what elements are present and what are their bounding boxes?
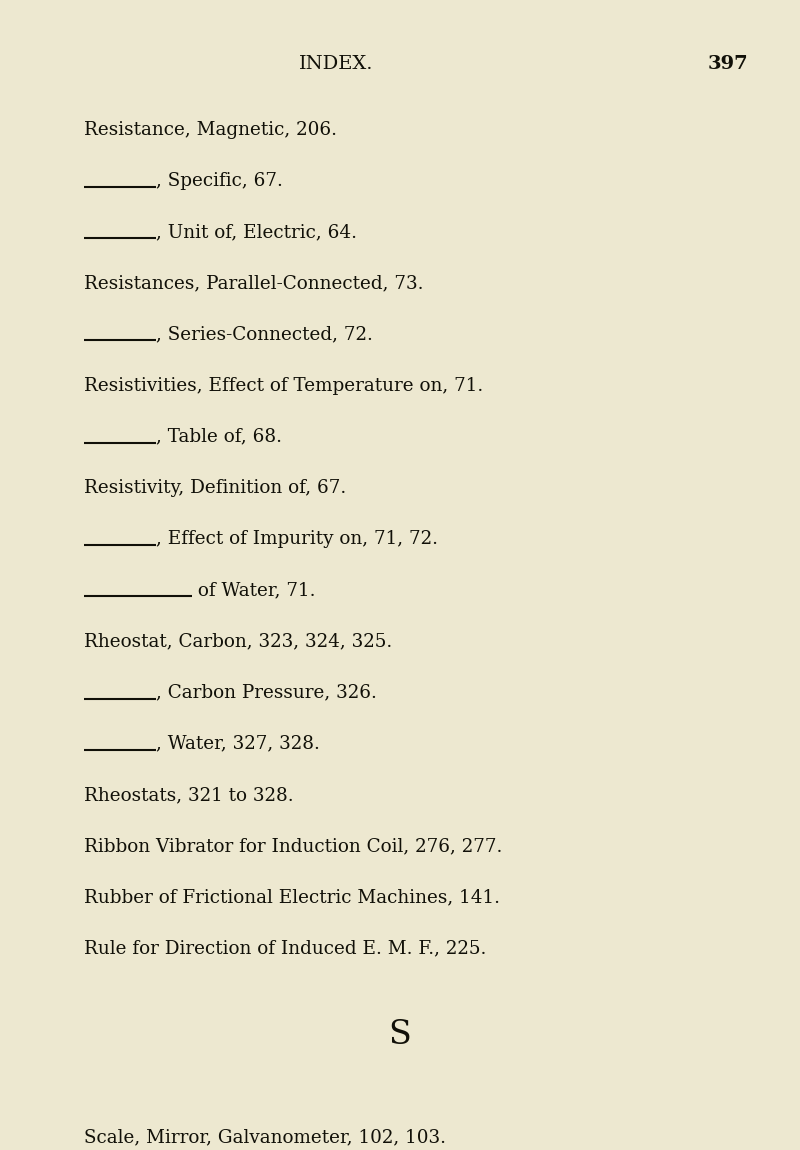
Text: , Series-Connected, 72.: , Series-Connected, 72. (156, 325, 373, 344)
Text: , Effect of Impurity on, 71, 72.: , Effect of Impurity on, 71, 72. (156, 530, 438, 549)
Text: , Specific, 67.: , Specific, 67. (156, 171, 283, 190)
Text: , Unit of, Electric, 64.: , Unit of, Electric, 64. (156, 223, 357, 241)
Text: INDEX.: INDEX. (298, 55, 374, 74)
Text: , Carbon Pressure, 326.: , Carbon Pressure, 326. (156, 683, 377, 702)
Text: Resistance, Magnetic, 206.: Resistance, Magnetic, 206. (84, 121, 337, 139)
Text: Scale, Mirror, Galvanometer, 102, 103.: Scale, Mirror, Galvanometer, 102, 103. (84, 1128, 446, 1147)
Text: Rheostat, Carbon, 323, 324, 325.: Rheostat, Carbon, 323, 324, 325. (84, 632, 392, 651)
Text: 397: 397 (708, 55, 748, 74)
Text: Rule for Direction of Induced E. M. F., 225.: Rule for Direction of Induced E. M. F., … (84, 940, 486, 958)
Text: Resistances, Parallel-Connected, 73.: Resistances, Parallel-Connected, 73. (84, 274, 423, 292)
Text: , Table of, 68.: , Table of, 68. (156, 428, 282, 446)
Text: Ribbon Vibrator for Induction Coil, 276, 277.: Ribbon Vibrator for Induction Coil, 276,… (84, 837, 502, 856)
Text: of Water, 71.: of Water, 71. (192, 581, 315, 599)
Text: Rheostats, 321 to 328.: Rheostats, 321 to 328. (84, 785, 294, 804)
Text: , Water, 327, 328.: , Water, 327, 328. (156, 735, 320, 753)
Text: S: S (389, 1019, 411, 1051)
Text: Rubber of Frictional Electric Machines, 141.: Rubber of Frictional Electric Machines, … (84, 888, 500, 906)
Text: Resistivities, Effect of Temperature on, 71.: Resistivities, Effect of Temperature on,… (84, 376, 483, 394)
Text: Resistivity, Definition of, 67.: Resistivity, Definition of, 67. (84, 478, 346, 497)
